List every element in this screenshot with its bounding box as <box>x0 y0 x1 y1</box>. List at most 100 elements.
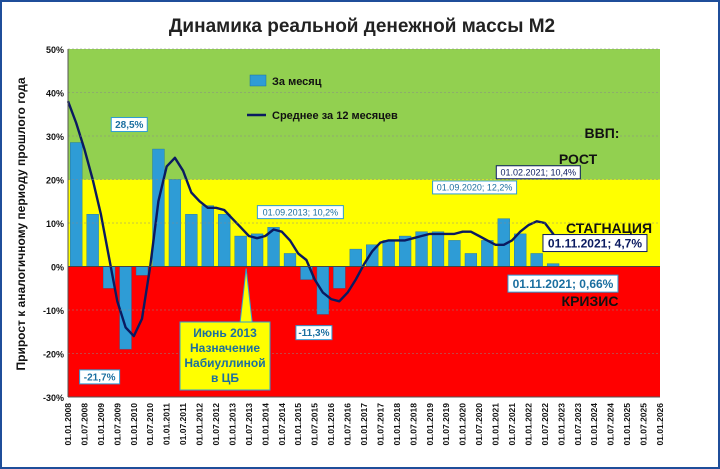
x-tick-label: 01.01.2026 <box>655 403 665 446</box>
x-tick-label: 01.01.2024 <box>589 403 599 446</box>
annotation-2021-month: 01.11.2021; 0,66% <box>507 274 619 293</box>
y-axis-label: Прирост к аналогичному периоду прошлого … <box>14 77 28 370</box>
legend-label-bars: За месяц <box>272 76 322 88</box>
x-tick-label: 01.07.2008 <box>79 403 89 446</box>
x-tick-label: 01.01.2008 <box>63 403 73 446</box>
bar <box>514 233 527 267</box>
bar <box>119 266 132 350</box>
bar <box>283 253 297 267</box>
annotation-box <box>542 234 648 253</box>
x-tick-label: 01.07.2014 <box>277 403 287 446</box>
annotation-text: 01.11.2021; 0,66% <box>513 277 614 291</box>
legend-swatch-bars <box>249 74 267 87</box>
annotation-2013: 01.09.2013; 10,2% <box>256 205 344 220</box>
x-tick-label: 01.01.2016 <box>326 403 336 446</box>
bar <box>530 253 543 267</box>
bar <box>70 142 83 267</box>
x-tick-label: 01.01.2013 <box>227 403 237 446</box>
annotation-text: -21,7% <box>84 372 116 383</box>
bar <box>185 214 198 267</box>
x-tick-label: 01.07.2022 <box>540 403 550 446</box>
annotation-box <box>507 274 619 293</box>
bar <box>431 231 445 267</box>
x-tick-label: 01.01.2017 <box>359 403 369 446</box>
x-tick-label: 01.07.2020 <box>474 403 484 446</box>
x-tick-label: 01.01.2012 <box>195 403 205 446</box>
y-tick-label: 50% <box>46 45 64 55</box>
annotation-text: 01.09.2013; 10,2% <box>263 207 339 217</box>
annotation-box <box>110 117 148 133</box>
x-tick-label: 01.07.2010 <box>145 403 155 446</box>
annotation-box <box>295 325 333 341</box>
x-tick-label: 01.07.2015 <box>310 403 320 446</box>
x-tick-label: 01.07.2016 <box>343 403 353 446</box>
x-tick-label: 01.01.2015 <box>293 403 303 446</box>
annotation-text: -11,3% <box>298 328 329 339</box>
x-tick-label: 01.07.2023 <box>573 403 583 446</box>
zone-label-crisis: КРИЗИС <box>562 293 619 309</box>
annotation-2021-average: 01.11.2021; 4,7% <box>542 234 648 253</box>
annotation-box <box>432 180 518 195</box>
annotation-box <box>495 165 581 180</box>
annotation-nabiullina: Июнь 2013 Назначение Набиуллиной в ЦБ <box>179 268 271 391</box>
bar <box>218 214 231 267</box>
zone-label-stagnation: СТАГНАЦИЯ <box>566 220 652 236</box>
bar <box>333 266 346 289</box>
bar <box>349 248 362 267</box>
axes: -30% -20% -10% 0% 10% 20% 30% 40% 50% 01.01.2008 0… <box>43 45 665 446</box>
x-tick-label: 01.01.2009 <box>96 403 106 446</box>
y-tick-label: 40% <box>46 89 64 99</box>
annotation-text: 01.09.2020; 12,2% <box>437 183 513 193</box>
y-tick-label: -20% <box>43 350 64 360</box>
x-tick-label: 01.01.2019 <box>425 403 435 446</box>
x-tick-label: 01.01.2022 <box>523 403 533 446</box>
bar <box>168 179 182 267</box>
annotation-2021-peak: 01.02.2021; 10,4% <box>495 165 581 180</box>
x-tick-label: 01.07.2025 <box>639 403 649 446</box>
x-tick-label: 01.01.2014 <box>260 403 270 446</box>
x-tick-label: 01.01.2025 <box>622 403 632 446</box>
bar <box>135 266 149 276</box>
x-tick-label: 01.07.2021 <box>507 403 517 446</box>
chart-title: Динамика реальной денежной массы М2 <box>169 16 555 37</box>
bar <box>234 235 247 267</box>
annotation-min-2015: -11,3% <box>295 325 333 341</box>
annotation-min-2009: -21,7% <box>79 369 121 385</box>
x-tick-label: 01.01.2021 <box>491 403 501 446</box>
annotation-text: 28,5% <box>115 120 143 131</box>
x-tick-label: 01.01.2023 <box>556 403 566 446</box>
zone-label-growth: РОСТ <box>559 151 598 167</box>
annotation-box <box>79 369 121 385</box>
y-tick-label: 20% <box>46 176 64 186</box>
y-tick-label: -30% <box>43 393 64 403</box>
x-tick-label: 01.01.2011 <box>162 403 172 445</box>
annotation-2020: 01.09.2020; 12,2% <box>432 180 518 195</box>
x-tick-label: 01.07.2019 <box>441 403 451 446</box>
zone-label-gdp: ВВП: <box>585 125 620 141</box>
annotation-box <box>256 205 344 220</box>
x-tick-label: 01.07.2012 <box>211 403 221 446</box>
x-tick-label: 01.07.2024 <box>606 403 616 446</box>
x-tick-label: 01.01.2018 <box>392 403 402 446</box>
bar <box>464 253 478 267</box>
y-tick-label: 0% <box>51 263 64 273</box>
bar <box>382 240 395 267</box>
y-tick-label: 10% <box>46 219 64 229</box>
annotation-max-2010: 28,5% <box>110 117 148 133</box>
x-tick-label: 01.01.2020 <box>458 403 468 446</box>
legend: За месяц Среднее за 12 месяцев <box>247 74 398 122</box>
legend-label-line: Среднее за 12 месяцев <box>272 110 398 122</box>
y-tick-label: 30% <box>46 132 64 142</box>
zone-band <box>68 49 660 180</box>
y-tick-label: -10% <box>43 306 64 316</box>
annotation-text: 01.11.2021; 4,7% <box>548 236 642 250</box>
bar <box>448 240 461 267</box>
bar <box>481 240 494 267</box>
x-tick-label: 01.07.2009 <box>112 403 122 446</box>
annotation-text: 01.02.2021; 10,4% <box>501 167 577 177</box>
bar <box>86 214 99 267</box>
bar <box>201 205 214 267</box>
x-tick-label: 01.07.2011 <box>178 403 188 445</box>
x-tick-label: 01.07.2017 <box>375 403 385 446</box>
